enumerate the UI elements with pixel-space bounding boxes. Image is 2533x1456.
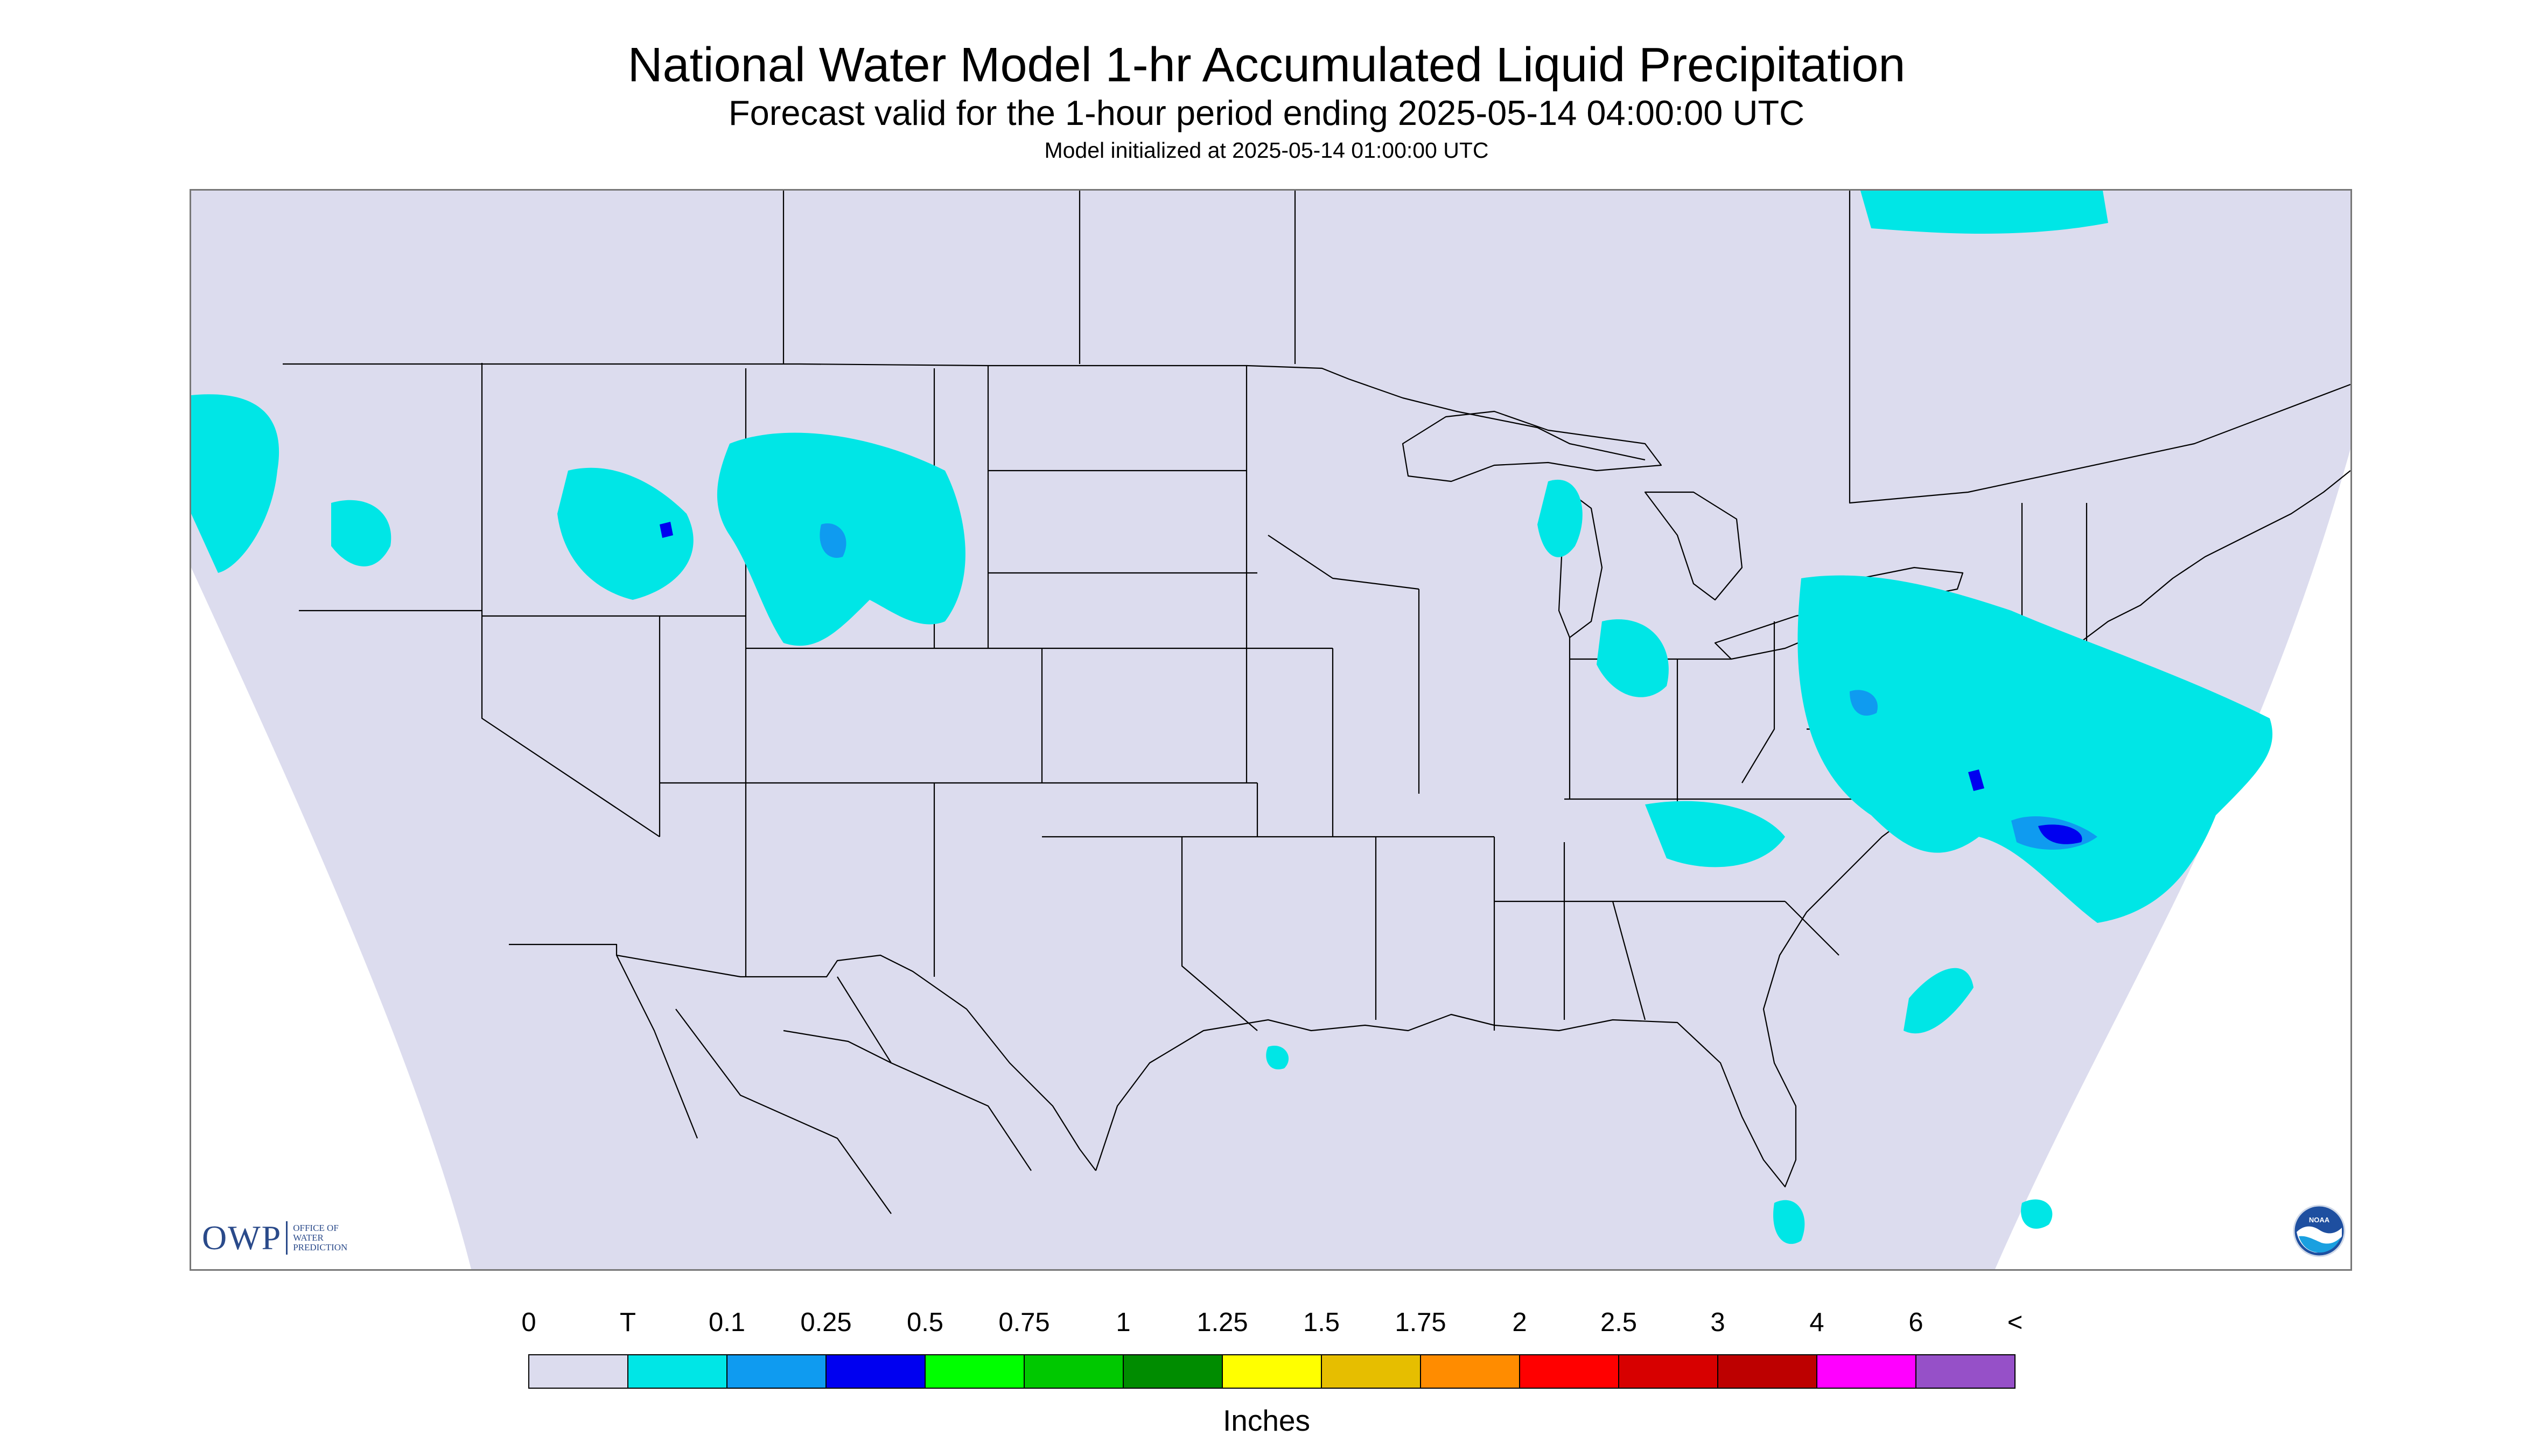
state-line	[1181, 837, 1258, 1031]
colorbar-swatch	[1915, 1354, 2016, 1389]
map-title: National Water Model 1-hr Accumulated Li…	[627, 38, 1906, 92]
mexico-state-line	[675, 1009, 892, 1214]
colorbar-tick-label: <	[2007, 1308, 2023, 1337]
colorbar-tick-label: 1.25	[1196, 1308, 1248, 1337]
state-line	[1612, 901, 1646, 1020]
colorbar-swatch	[1123, 1354, 1223, 1389]
precip-pacific-nw	[191, 394, 279, 573]
precip-idaho	[557, 467, 694, 600]
colorbar-tick-label: 6	[1908, 1308, 1923, 1337]
colorbar-swatch	[925, 1354, 1025, 1389]
state-line	[481, 616, 660, 837]
colorbar-tick-label: 0.5	[906, 1308, 944, 1337]
precip-mid-atlantic	[1797, 575, 2273, 923]
colorbar-swatch	[1024, 1354, 1124, 1389]
map-canvas	[191, 191, 2350, 1269]
owp-logo: OWP OFFICE OF WATER PREDICTION	[202, 1216, 347, 1259]
precip-light-core	[820, 523, 846, 558]
mexico-state-line	[616, 955, 698, 1139]
owp-logo-divider	[286, 1221, 288, 1255]
colorbar-swatch	[1618, 1354, 1718, 1389]
colorbar-tick-label: 1.5	[1303, 1308, 1340, 1337]
lake-huron	[1644, 491, 1743, 601]
colorbar-tick-label: 2.5	[1600, 1308, 1638, 1337]
precip-gulf	[2021, 1199, 2053, 1229]
precip-michigan	[1537, 479, 1583, 557]
precip-moderate-core	[1968, 769, 1984, 791]
gulf-coast	[1095, 470, 2350, 1188]
colorbar-swatch	[1222, 1354, 1322, 1389]
colorbar-tick-label: 4	[1809, 1308, 1824, 1337]
lake-superior	[1402, 410, 1662, 482]
state-line	[1741, 621, 1775, 783]
colorbar-swatch	[1321, 1354, 1421, 1389]
political-boundaries	[283, 191, 2350, 1214]
precipitation-map: OWP OFFICE OF WATER PREDICTION NOAA	[190, 189, 2352, 1271]
colorbar-swatch	[1519, 1354, 1619, 1389]
noaa-logo-icon: NOAA	[2293, 1205, 2346, 1257]
colorbar-tick-label: 0	[521, 1308, 536, 1337]
mexico-state-line	[837, 976, 1032, 1171]
colorbar-swatch	[1717, 1354, 1817, 1389]
precip-texas-east	[1266, 1046, 1289, 1069]
precip-oregon	[331, 500, 391, 566]
colorbar-swatch	[627, 1354, 727, 1389]
colorbar-units-label: Inches	[1222, 1404, 1311, 1437]
lake-michigan	[1558, 491, 1603, 639]
precip-indiana-ohio	[1597, 619, 1669, 697]
colorbar-swatch	[1420, 1354, 1520, 1389]
precipitation-moderate	[660, 522, 2082, 844]
colorbar-tick-label: 2	[1512, 1308, 1527, 1337]
mexico-state-line	[783, 1030, 892, 1063]
precip-moderate-core	[660, 522, 673, 538]
province-line	[1849, 191, 2350, 504]
precip-moderate-core	[2038, 824, 2082, 844]
noaa-logo-text: NOAA	[2309, 1216, 2330, 1224]
colorbar-tick-label: 3	[1710, 1308, 1725, 1337]
owp-logo-subtext: OFFICE OF WATER PREDICTION	[293, 1223, 348, 1252]
colorbar-swatch	[726, 1354, 827, 1389]
colorbar-tick-label: T	[620, 1308, 636, 1337]
owp-logo-text: OWP	[202, 1219, 282, 1257]
state-line	[1785, 901, 1839, 956]
colorbar-swatch	[825, 1354, 926, 1389]
colorbar-tick-label: 0.75	[998, 1308, 1050, 1337]
model-init-line: Model initialized at 2025-05-14 01:00:00…	[1044, 138, 1489, 163]
map-subtitle: Forecast valid for the 1-hour period end…	[728, 93, 1805, 132]
precip-canada-east	[1860, 191, 2108, 234]
precip-carolinas	[1645, 801, 1785, 867]
colorbar-tick-label: 1	[1116, 1308, 1131, 1337]
colorbar-tick-label: 0.1	[708, 1308, 746, 1337]
precip-atlantic-offshore	[1904, 968, 1974, 1034]
colorbar-tick-label: 1.75	[1395, 1308, 1446, 1337]
colorbar-swatch	[1816, 1354, 1916, 1389]
precip-light-core	[1850, 690, 1878, 716]
precipitation-areas	[191, 191, 2273, 1244]
canada-us-border	[283, 363, 1646, 461]
colorbar-tick-label: 0.25	[800, 1308, 852, 1337]
precip-florida-keys	[1773, 1200, 1805, 1244]
state-line	[1268, 535, 1419, 590]
colorbar-swatch	[528, 1354, 628, 1389]
